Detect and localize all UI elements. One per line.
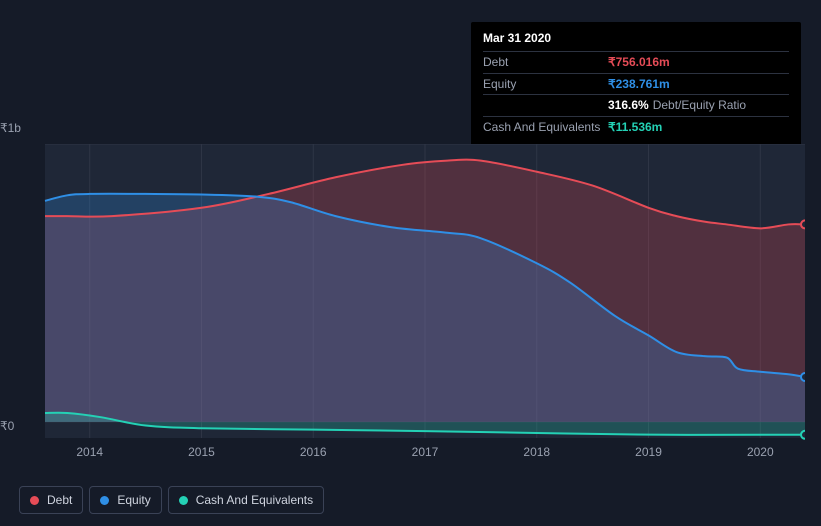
legend-item-cash[interactable]: Cash And Equivalents xyxy=(168,486,324,514)
chart-svg: 2014 2015 2016 2017 2018 2019 2020 xyxy=(19,144,805,464)
svg-text:2015: 2015 xyxy=(188,445,215,459)
legend: Debt Equity Cash And Equivalents xyxy=(19,486,324,514)
svg-text:2019: 2019 xyxy=(635,445,662,459)
legend-label: Equity xyxy=(117,493,150,507)
tooltip-value: ₹11.536m xyxy=(608,119,662,136)
chart-area: 2014201520162017201820192020 xyxy=(19,144,805,438)
legend-swatch xyxy=(100,496,109,505)
tooltip-value: ₹238.761m xyxy=(608,76,670,93)
chart-tooltip: Mar 31 2020 Debt ₹756.016m Equity ₹238.7… xyxy=(471,22,801,146)
svg-text:2014: 2014 xyxy=(76,445,103,459)
tooltip-row-cash: Cash And Equivalents ₹11.536m xyxy=(483,116,789,138)
legend-swatch xyxy=(30,496,39,505)
tooltip-row-debt: Debt ₹756.016m xyxy=(483,51,789,73)
svg-text:2018: 2018 xyxy=(523,445,550,459)
legend-label: Debt xyxy=(47,493,72,507)
svg-text:2020: 2020 xyxy=(747,445,774,459)
tooltip-label: Cash And Equivalents xyxy=(483,119,608,136)
tooltip-date: Mar 31 2020 xyxy=(483,30,789,47)
y-axis-label: ₹1b xyxy=(0,121,40,135)
legend-item-equity[interactable]: Equity xyxy=(89,486,161,514)
tooltip-value: ₹756.016m xyxy=(608,54,670,71)
tooltip-label: Debt xyxy=(483,54,608,71)
tooltip-row-ratio: 316.6% Debt/Equity Ratio xyxy=(483,94,789,116)
tooltip-value: 316.6% xyxy=(608,97,649,114)
tooltip-label: Equity xyxy=(483,76,608,93)
legend-item-debt[interactable]: Debt xyxy=(19,486,83,514)
svg-text:2017: 2017 xyxy=(412,445,439,459)
tooltip-label xyxy=(483,97,608,114)
tooltip-row-equity: Equity ₹238.761m xyxy=(483,73,789,95)
svg-text:2016: 2016 xyxy=(300,445,327,459)
tooltip-suffix: Debt/Equity Ratio xyxy=(653,97,746,114)
legend-swatch xyxy=(179,496,188,505)
legend-label: Cash And Equivalents xyxy=(196,493,313,507)
